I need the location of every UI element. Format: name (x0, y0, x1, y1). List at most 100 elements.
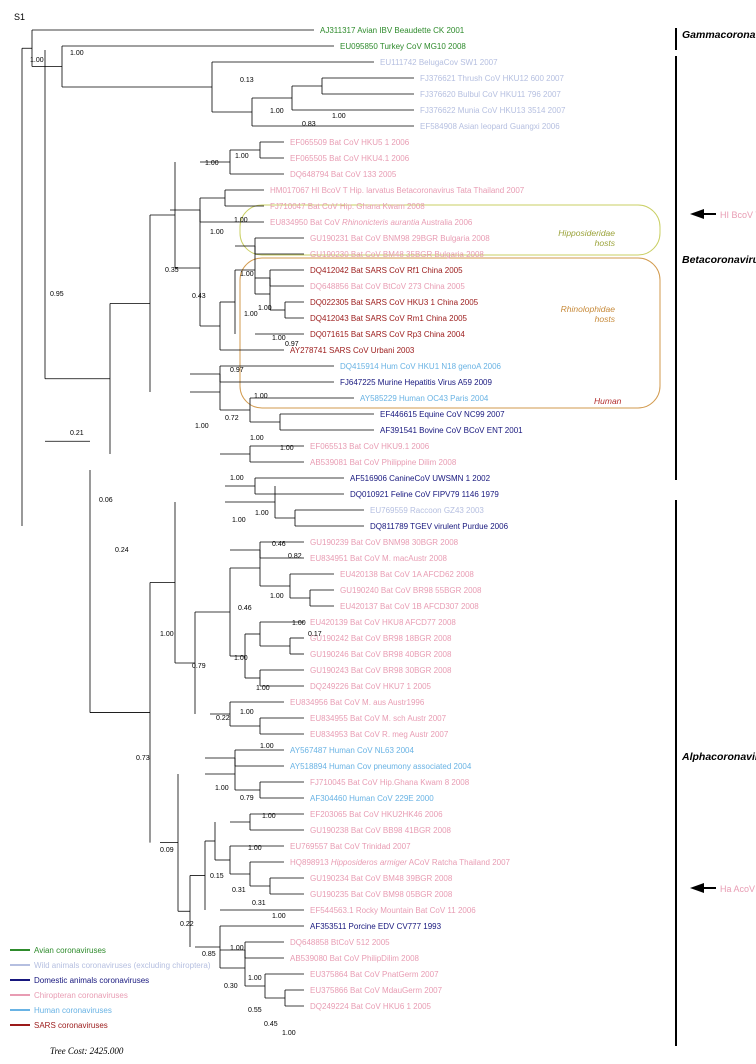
taxon-label: EF584908 Asian leopard Guangxi 2006 (420, 122, 560, 131)
taxon-label: DQ412043 Bat SARS CoV Rm1 China 2005 (310, 314, 468, 323)
taxon-label: HQ898913 Hipposideros armiger ACoV Ratch… (290, 858, 511, 867)
taxon-label: HM017067 HI BcoV T Hip. larvatus Betacor… (270, 186, 525, 195)
support-value: 0.15 (210, 873, 224, 880)
taxon-label: DQ010921 Feline CoV FIPV79 1146 1979 (350, 490, 499, 499)
support-value: 0.43 (192, 293, 206, 300)
taxon-label: GU190240 Bat CoV BR98 55BGR 2008 (340, 586, 482, 595)
support-value: 0.09 (160, 847, 174, 854)
support-value: 1.00 (240, 709, 254, 716)
support-value: 1.00 (232, 517, 246, 524)
clade-label: Betacoronavirus (682, 254, 756, 266)
support-value: 0.79 (240, 795, 254, 802)
taxon-label: FJ647225 Murine Hepatitis Virus A59 2009 (340, 378, 492, 387)
support-value: 1.00 (254, 393, 268, 400)
support-value: 1.00 (272, 913, 286, 920)
support-value: 1.00 (262, 813, 276, 820)
taxon-label: EU420139 Bat CoV HKU8 AFCD77 2008 (310, 618, 456, 627)
support-value: 1.00 (280, 445, 294, 452)
support-value: 1.00 (195, 423, 209, 430)
support-value: 1.00 (240, 271, 254, 278)
taxon-label: AB539080 Bat CoV PhilipDilim 2008 (290, 954, 420, 963)
taxon-label: AY518894 Human Cov pneumony associated 2… (290, 762, 472, 771)
taxon-label: EU834951 Bat CoV M. macAustr 2008 (310, 554, 448, 563)
taxon-label: EU420137 Bat CoV 1B AFCD307 2008 (340, 602, 479, 611)
taxon-label: EF446615 Equine CoV NC99 2007 (380, 410, 505, 419)
human-host-label: Human (594, 396, 622, 406)
legend-label: Wild animals coronaviruses (excluding ch… (34, 961, 211, 970)
support-value: 1.00 (230, 945, 244, 952)
taxon-label: FJ376621 Thrush CoV HKU12 600 2007 (420, 74, 564, 83)
clade-label: Alphacoronavirus (681, 751, 756, 763)
taxon-label: EU834953 Bat CoV R. meg Austr 2007 (310, 730, 449, 739)
taxon-label: DQ811789 TGEV virulent Purdue 2006 (370, 522, 509, 531)
support-value: 0.24 (115, 547, 129, 554)
support-value: 0.35 (165, 267, 179, 274)
taxon-label: EU834955 Bat CoV M. sch Austr 2007 (310, 714, 447, 723)
taxon-label: AF516906 CanineCoV UWSMN 1 2002 (350, 474, 491, 483)
taxon-label: EU420138 Bat CoV 1A AFCD62 2008 (340, 570, 474, 579)
taxon-label: GU190246 Bat CoV BR98 40BGR 2008 (310, 650, 452, 659)
hipposideridae-label: Hipposideridaehosts (558, 228, 615, 248)
support-value: 1.00 (272, 335, 286, 342)
support-value: 1.00 (332, 113, 346, 120)
support-value: 1.00 (282, 1030, 296, 1037)
taxon-label: GU190243 Bat CoV BR98 30BGR 2008 (310, 666, 452, 675)
taxon-label: DQ415914 Hum CoV HKU1 N18 genoA 2006 (340, 362, 502, 371)
support-value: 0.46 (238, 605, 252, 612)
arrow-label: HI BcoV T (720, 210, 756, 220)
support-value: 0.45 (264, 1021, 278, 1028)
taxon-label: FJ710045 Bat CoV Hip.Ghana Kwam 8 2008 (310, 778, 470, 787)
support-value: 1.00 (260, 743, 274, 750)
support-value: 1.00 (234, 655, 248, 662)
support-value: 0.17 (308, 631, 322, 638)
taxon-label: EU834956 Bat CoV M. aus Austr1996 (290, 698, 425, 707)
support-value: 0.31 (252, 900, 266, 907)
support-value: 0.95 (50, 291, 64, 298)
arrow-icon (690, 209, 704, 219)
taxon-label: DQ249226 Bat CoV HKU7 1 2005 (310, 682, 432, 691)
support-value: 1.00 (250, 435, 264, 442)
taxon-label: GU190234 Bat CoV BM48 39BGR 2008 (310, 874, 453, 883)
support-value: 0.31 (232, 887, 246, 894)
taxon-label: DQ249224 Bat CoV HKU6 1 2005 (310, 1002, 432, 1011)
support-value: 0.22 (216, 715, 230, 722)
taxon-label: DQ412042 Bat SARS CoV Rf1 China 2005 (310, 266, 463, 275)
taxon-label: AF304460 Human CoV 229E 2000 (310, 794, 434, 803)
taxon-label: EF544563.1 Rocky Mountain Bat CoV 11 200… (310, 906, 476, 915)
taxon-label: GU190231 Bat CoV BNM98 29BGR Bulgaria 20… (310, 234, 490, 243)
support-value: 1.00 (248, 845, 262, 852)
support-value: 1.00 (215, 785, 229, 792)
taxon-label: FJ376622 Munia CoV HKU13 3514 2007 (420, 106, 566, 115)
support-value: 1.00 (270, 593, 284, 600)
support-value: 0.30 (224, 983, 238, 990)
support-value: 0.13 (240, 77, 254, 84)
legend-label: SARS coronaviruses (34, 1021, 108, 1030)
support-value: 0.46 (272, 541, 286, 548)
support-value: 1.00 (292, 620, 306, 627)
support-value: 0.21 (70, 430, 84, 437)
support-value: 0.79 (192, 663, 206, 670)
taxon-label: EF065513 Bat CoV HKU9.1 2006 (310, 442, 430, 451)
legend-label: Chiropteran coronaviruses (34, 991, 128, 1000)
support-value: 0.73 (136, 755, 150, 762)
taxon-label: EF203065 Bat CoV HKU2HK46 2006 (310, 810, 443, 819)
taxon-label: AB539081 Bat CoV Philippine Dilim 2008 (310, 458, 457, 467)
taxon-label: GU190230 Bat CoV BM48 35BGR Bulgaria 200… (310, 250, 484, 259)
support-value: 1.00 (210, 229, 224, 236)
legend-label: Avian coronaviruses (34, 946, 106, 955)
support-value: 1.00 (248, 975, 262, 982)
taxon-label: EU375864 Bat CoV PnatGerm 2007 (310, 970, 439, 979)
figure-label: S1 (14, 12, 25, 22)
support-value: 1.00 (270, 108, 284, 115)
support-value: 0.97 (285, 341, 299, 348)
taxon-label: GU190235 Bat CoV BM98 05BGR 2008 (310, 890, 453, 899)
support-value: 1.00 (256, 685, 270, 692)
support-value: 1.00 (255, 510, 269, 517)
taxon-label: GU190238 Bat CoV BB98 41BGR 2008 (310, 826, 452, 835)
support-value: 1.00 (230, 475, 244, 482)
legend-label: Human coronaviruses (34, 1006, 112, 1015)
support-value: 0.06 (99, 497, 113, 504)
legend-label: Domestic animals coronaviruses (34, 976, 149, 985)
support-value: 1.00 (70, 50, 84, 57)
taxon-label: EU769559 Raccoon GZ43 2003 (370, 506, 484, 515)
